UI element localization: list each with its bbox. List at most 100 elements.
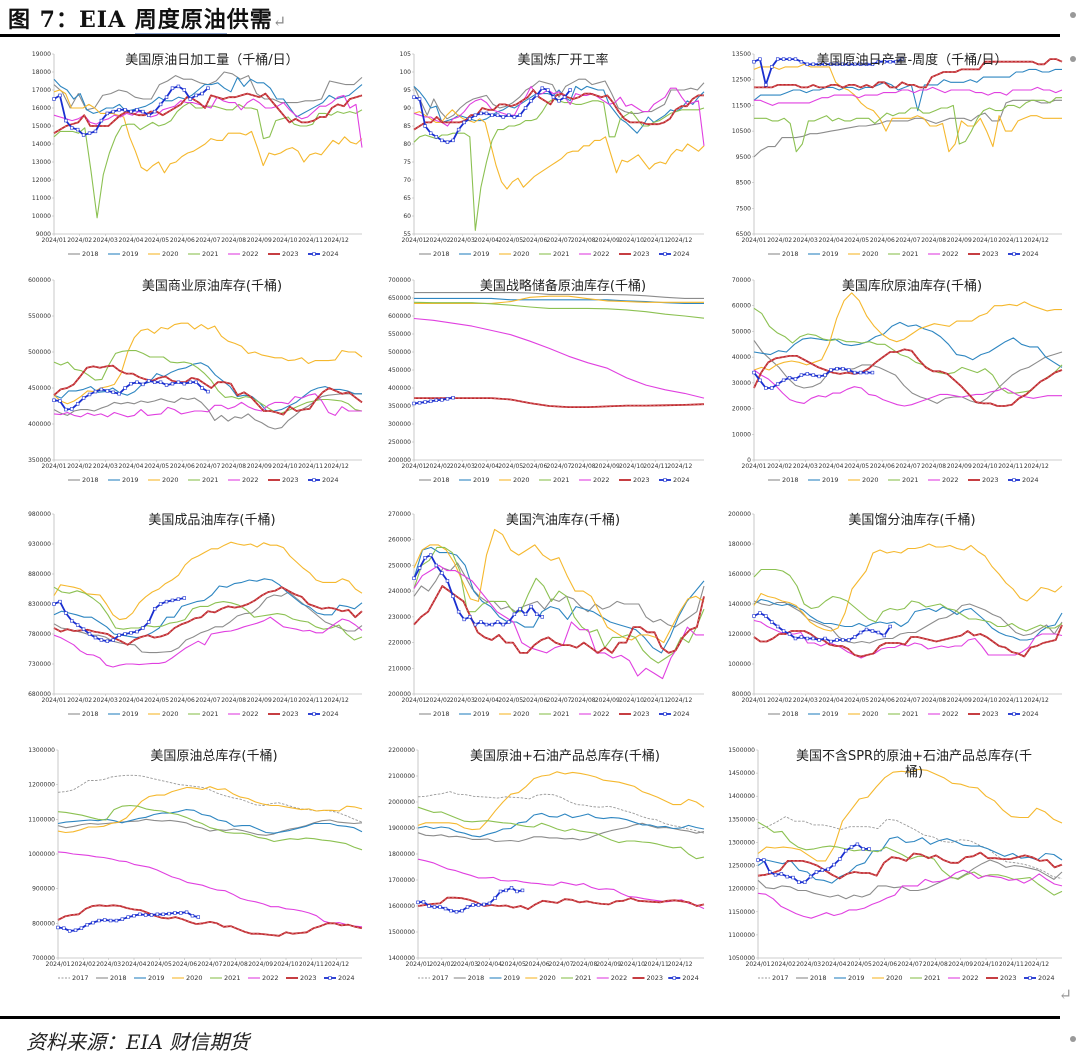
legend-label-2018: 2018 [82, 710, 99, 718]
series-marker-2024 [785, 874, 789, 879]
x-tick-label: 2024/05 [844, 463, 869, 470]
series-marker-2024 [167, 911, 171, 916]
chart-refinery-utilization: 55 60 65 70 75 80 85 90 95 100 105 2024/01 2024/02 20… [382, 46, 712, 268]
x-tick-label: 2024/10 [274, 961, 299, 968]
series-marker-2024 [876, 60, 881, 64]
series-marker-2024 [864, 627, 869, 632]
legend-label-2024: 2024 [322, 476, 339, 484]
series-line-2023 [413, 89, 704, 131]
y-tick-label: 210000 [388, 665, 411, 672]
series-marker-2024 [758, 57, 762, 61]
x-tick-label: 2024/12 [1024, 463, 1049, 470]
legend-label-2022: 2022 [593, 710, 610, 718]
series-marker-2024 [412, 401, 416, 406]
y-tick-label: 95 [403, 87, 411, 94]
series-marker-2024 [147, 379, 151, 383]
series-marker-2024 [529, 604, 533, 609]
series-marker-2024 [117, 108, 121, 112]
series-marker-2024 [412, 576, 416, 580]
chart-title: 美国炼厂开工率 [517, 52, 608, 68]
y-tick-label: 350000 [28, 457, 51, 464]
x-tick-label: 2024/10 [619, 463, 644, 470]
series-marker-2024 [870, 629, 875, 633]
series-marker-2024 [412, 95, 416, 99]
y-tick-label: 10000 [32, 213, 51, 220]
legend-marker-2024 [663, 712, 667, 716]
legend-label-2021: 2021 [202, 250, 219, 258]
x-tick-label: 2024/05 [144, 463, 169, 470]
legend-label-2018: 2018 [433, 476, 450, 484]
chart-cushing: 0 10000 20000 30000 40000 50000 60000 70000 2024… [722, 272, 1070, 494]
series-marker-2024 [417, 97, 422, 101]
y-tick-label: 50000 [732, 328, 751, 335]
series-marker-2024 [479, 111, 483, 116]
legend-label-2024: 2024 [338, 974, 355, 982]
series-marker-2024 [440, 138, 444, 143]
x-tick-label: 2024/11 [998, 463, 1023, 470]
legend-label-2022: 2022 [242, 710, 259, 718]
series-marker-2024 [64, 118, 68, 123]
series-line-2022 [53, 94, 363, 148]
series-marker-2024 [797, 880, 801, 884]
series-line-2023 [753, 348, 1063, 407]
series-marker-2024 [123, 386, 127, 390]
series-line-2017 [57, 774, 363, 823]
y-tick-label: 80 [403, 141, 411, 148]
series-marker-2024 [190, 914, 195, 918]
x-tick-label: 2024/04 [474, 697, 499, 704]
series-marker-2024 [473, 113, 478, 117]
legend-label-2023: 2023 [1000, 974, 1017, 982]
y-tick-label: 260000 [388, 537, 411, 544]
series-line-2021 [53, 350, 363, 415]
chart-svg: 1050000 1100000 1150000 1200000 1250000 13000… [728, 747, 1063, 982]
legend-label-2021: 2021 [575, 974, 592, 982]
legend-label-2022: 2022 [593, 250, 610, 258]
x-tick-label: 2024/10 [619, 237, 644, 244]
x-tick-label: 2024/05 [498, 463, 523, 470]
x-tick-label: 2024/07 [547, 463, 572, 470]
legend-label-2019: 2019 [122, 476, 139, 484]
series-marker-2024 [849, 845, 854, 849]
series-line-2018 [57, 818, 363, 836]
series-marker-2024 [161, 912, 165, 917]
series-marker-2024 [817, 638, 821, 642]
series-line-2019 [753, 321, 1063, 368]
y-tick-label: 13000 [32, 159, 51, 166]
series-marker-2024 [170, 381, 175, 386]
chart-title: 美国馏分油库存(千桶) [848, 512, 975, 528]
margin-marker [1070, 56, 1076, 62]
legend-label-2021: 2021 [553, 710, 570, 718]
x-tick-label: 2024/11 [998, 237, 1023, 244]
legend-label-2019: 2019 [473, 476, 490, 484]
x-tick-label: 2024/05 [147, 961, 172, 968]
legend-label-2017: 2017 [772, 974, 789, 982]
legend-label-2018: 2018 [782, 710, 799, 718]
series-line-2021 [754, 97, 1062, 153]
series-marker-2024 [852, 635, 857, 639]
chart-title: 美国汽油库存(千桶) [506, 512, 620, 528]
legend-label-2019: 2019 [822, 250, 839, 258]
x-tick-label: 2024/07 [547, 237, 572, 244]
series-marker-2024 [781, 629, 786, 633]
y-tick-label: 450000 [28, 385, 51, 392]
series-marker-2024 [841, 638, 845, 642]
series-marker-2024 [767, 870, 772, 874]
legend-label-2021: 2021 [202, 710, 219, 718]
series-marker-2024 [120, 917, 125, 921]
series-line-2020 [753, 63, 1062, 153]
y-tick-label: 12500 [732, 77, 751, 84]
chart-svg: 680000 730000 780000 830000 880000 930000 9800… [28, 511, 363, 718]
y-tick-label: 60000 [732, 303, 751, 310]
x-tick-label: 2024/08 [221, 463, 246, 470]
series-marker-2024 [105, 111, 110, 116]
series-marker-2024 [858, 630, 863, 635]
legend-label-2024: 2024 [322, 710, 339, 718]
x-tick-label: 2024/09 [247, 463, 272, 470]
chart-crude-production: 6500 7500 8500 9500 10500 11500 12500 13500 2024… [722, 46, 1070, 268]
y-tick-label: 2200000 [388, 747, 415, 754]
figure-title-prefix: 图 7：EIA [8, 7, 135, 33]
series-marker-2024 [454, 910, 459, 914]
x-tick-label: 2024/01 [42, 697, 67, 704]
bottom-rule [0, 1016, 1060, 1019]
legend-label-2017: 2017 [432, 974, 449, 982]
